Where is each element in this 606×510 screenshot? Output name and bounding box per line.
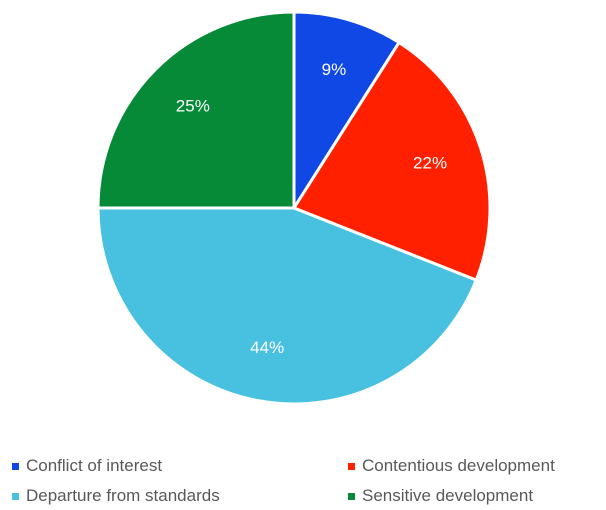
legend-swatch	[348, 492, 355, 500]
legend-swatch	[12, 492, 19, 500]
pie-slice-contentious-development	[292, 41, 492, 282]
data-label: 22%	[413, 153, 447, 172]
legend: Conflict of interest Contentious develop…	[0, 448, 606, 510]
data-label: 44%	[250, 338, 284, 357]
legend-item-sensitive-development: Sensitive development	[348, 484, 533, 508]
legend-item-contentious-development: Contentious development	[348, 454, 555, 478]
pie-slice-departure-from-standards	[96, 206, 478, 406]
data-label: 9%	[322, 60, 347, 79]
legend-swatch	[348, 462, 355, 470]
legend-label: Sensitive development	[362, 486, 534, 505]
pie-chart: 9% 22% 44% 25%	[96, 10, 492, 406]
legend-swatch	[12, 462, 19, 470]
pie-slice-sensitive-development	[96, 10, 296, 210]
legend-label: Contentious development	[362, 456, 555, 475]
legend-item-conflict-of-interest: Conflict of interest	[12, 454, 162, 478]
legend-item-departure-from-standards: Departure from standards	[12, 484, 220, 508]
legend-label: Conflict of interest	[26, 456, 163, 475]
data-label: 25%	[176, 96, 210, 115]
pie-slice-conflict-of-interest	[292, 10, 401, 210]
legend-label: Departure from standards	[26, 486, 220, 505]
